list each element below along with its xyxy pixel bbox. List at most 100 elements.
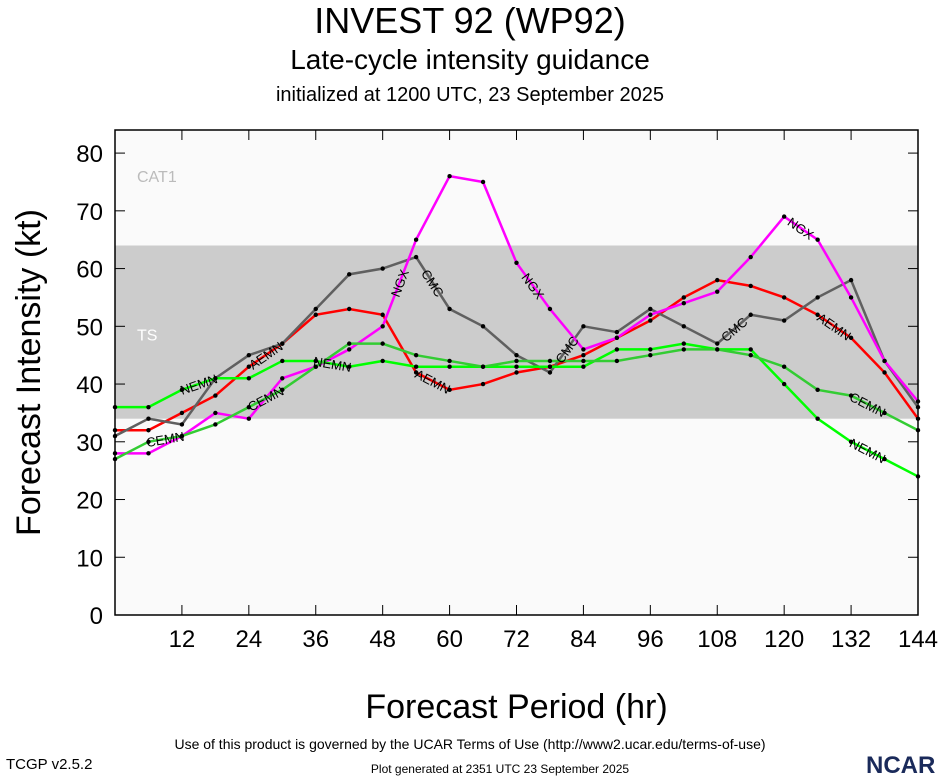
- data-point-nemn: [614, 347, 620, 352]
- y-tick-label: 40: [76, 372, 103, 399]
- data-point-ngx: [915, 399, 921, 404]
- data-point-cmc: [748, 312, 753, 317]
- data-point-aemn: [514, 370, 519, 375]
- data-point-aemn: [112, 428, 118, 433]
- data-point-aemn: [413, 370, 419, 375]
- data-point-cemn: [112, 456, 118, 462]
- data-point-cemn: [648, 352, 653, 358]
- data-point-aemn: [246, 364, 252, 369]
- data-point-cemn: [447, 358, 452, 364]
- data-point-nemn: [581, 364, 586, 369]
- data-point-aemn: [882, 370, 887, 375]
- data-point-cmc: [781, 318, 787, 323]
- data-point-cmc: [848, 277, 854, 283]
- data-point-cmc: [146, 416, 151, 421]
- ncar-logo: NCAR: [866, 752, 936, 779]
- x-tick-label: 108: [697, 626, 737, 653]
- data-point-aemn: [815, 312, 820, 317]
- data-point-ngx: [882, 358, 887, 364]
- x-tick-label: 60: [436, 626, 463, 653]
- data-point-aemn: [480, 381, 486, 387]
- data-point-cemn: [815, 387, 820, 393]
- terms-text: Use of this product is governed by the U…: [174, 736, 766, 752]
- data-point-cemn: [748, 352, 753, 358]
- data-point-ngx: [146, 451, 151, 456]
- data-point-cmc: [179, 422, 185, 427]
- series-label-nemn: NEMN: [312, 354, 352, 375]
- band-label-cat1: CAT1: [137, 169, 177, 186]
- x-tick-label: 12: [169, 626, 196, 653]
- data-point-ngx: [781, 214, 787, 219]
- data-point-cmc: [313, 306, 318, 312]
- data-point-nemn: [748, 347, 753, 352]
- data-point-nemn: [313, 358, 318, 364]
- band-cat1: [115, 130, 918, 246]
- data-point-cmc: [648, 306, 653, 312]
- x-tick-label: 24: [235, 626, 262, 653]
- data-point-cemn: [781, 364, 787, 369]
- data-point-nemn: [514, 364, 519, 369]
- data-point-nemn: [447, 364, 452, 369]
- y-tick-label: 30: [76, 430, 103, 457]
- y-tick-label: 70: [76, 199, 103, 226]
- data-point-ngx: [480, 179, 486, 185]
- x-tick-label: 120: [764, 626, 804, 653]
- data-point-aemn: [213, 393, 218, 398]
- data-point-aemn: [146, 428, 151, 433]
- data-point-ngx: [413, 237, 419, 242]
- data-point-cmc: [447, 306, 452, 312]
- data-point-ngx: [347, 347, 352, 352]
- data-point-cemn: [882, 410, 887, 416]
- band-label-ts: TS: [137, 327, 157, 344]
- x-tick-label: 36: [302, 626, 329, 653]
- data-point-cemn: [146, 439, 151, 444]
- data-point-nemn: [882, 456, 887, 462]
- y-tick-label: 10: [76, 545, 103, 572]
- data-point-cemn: [848, 393, 854, 398]
- y-tick-label: 50: [76, 314, 103, 341]
- data-point-aemn: [581, 352, 586, 358]
- data-point-ngx: [581, 347, 586, 352]
- data-point-nemn: [648, 347, 653, 352]
- data-point-cmc: [915, 404, 921, 410]
- data-point-ngx: [280, 376, 285, 381]
- x-tick-label: 132: [831, 626, 871, 653]
- data-point-ngx: [748, 254, 753, 260]
- data-point-cemn: [213, 422, 218, 427]
- data-point-cmc: [614, 329, 620, 335]
- x-tick-label: 84: [570, 626, 597, 653]
- data-point-cemn: [547, 358, 553, 364]
- data-point-ngx: [447, 173, 452, 179]
- data-point-cmc: [112, 433, 118, 439]
- data-point-ngx: [547, 306, 553, 312]
- data-point-aemn: [781, 295, 787, 300]
- data-point-nemn: [380, 358, 385, 364]
- data-point-aemn: [748, 283, 753, 289]
- data-point-cmc: [380, 266, 385, 271]
- data-point-aemn: [347, 306, 352, 312]
- y-axis-label: Forecast Intensity (kt): [10, 209, 48, 536]
- data-point-nemn: [112, 404, 118, 410]
- data-point-nemn: [547, 364, 553, 369]
- data-point-cmc: [581, 324, 586, 329]
- data-point-aemn: [681, 295, 686, 300]
- data-point-cmc: [246, 352, 252, 358]
- y-tick-label: 80: [76, 141, 103, 168]
- data-point-nemn: [347, 364, 352, 369]
- data-point-cemn: [681, 347, 686, 352]
- x-tick-label: 72: [503, 626, 530, 653]
- series-label-cemn: CEMN: [145, 429, 185, 450]
- data-point-cemn: [480, 364, 486, 369]
- data-point-aemn: [715, 277, 720, 283]
- data-point-cemn: [347, 341, 352, 346]
- data-point-cmc: [413, 254, 419, 260]
- data-point-nemn: [815, 416, 820, 421]
- data-point-nemn: [848, 439, 854, 444]
- data-point-cmc: [815, 295, 820, 300]
- data-point-cemn: [614, 358, 620, 364]
- data-point-nemn: [146, 404, 151, 410]
- data-point-cemn: [581, 358, 586, 364]
- data-point-cemn: [514, 358, 519, 364]
- data-point-cemn: [246, 404, 252, 410]
- x-tick-label: 144: [898, 626, 938, 653]
